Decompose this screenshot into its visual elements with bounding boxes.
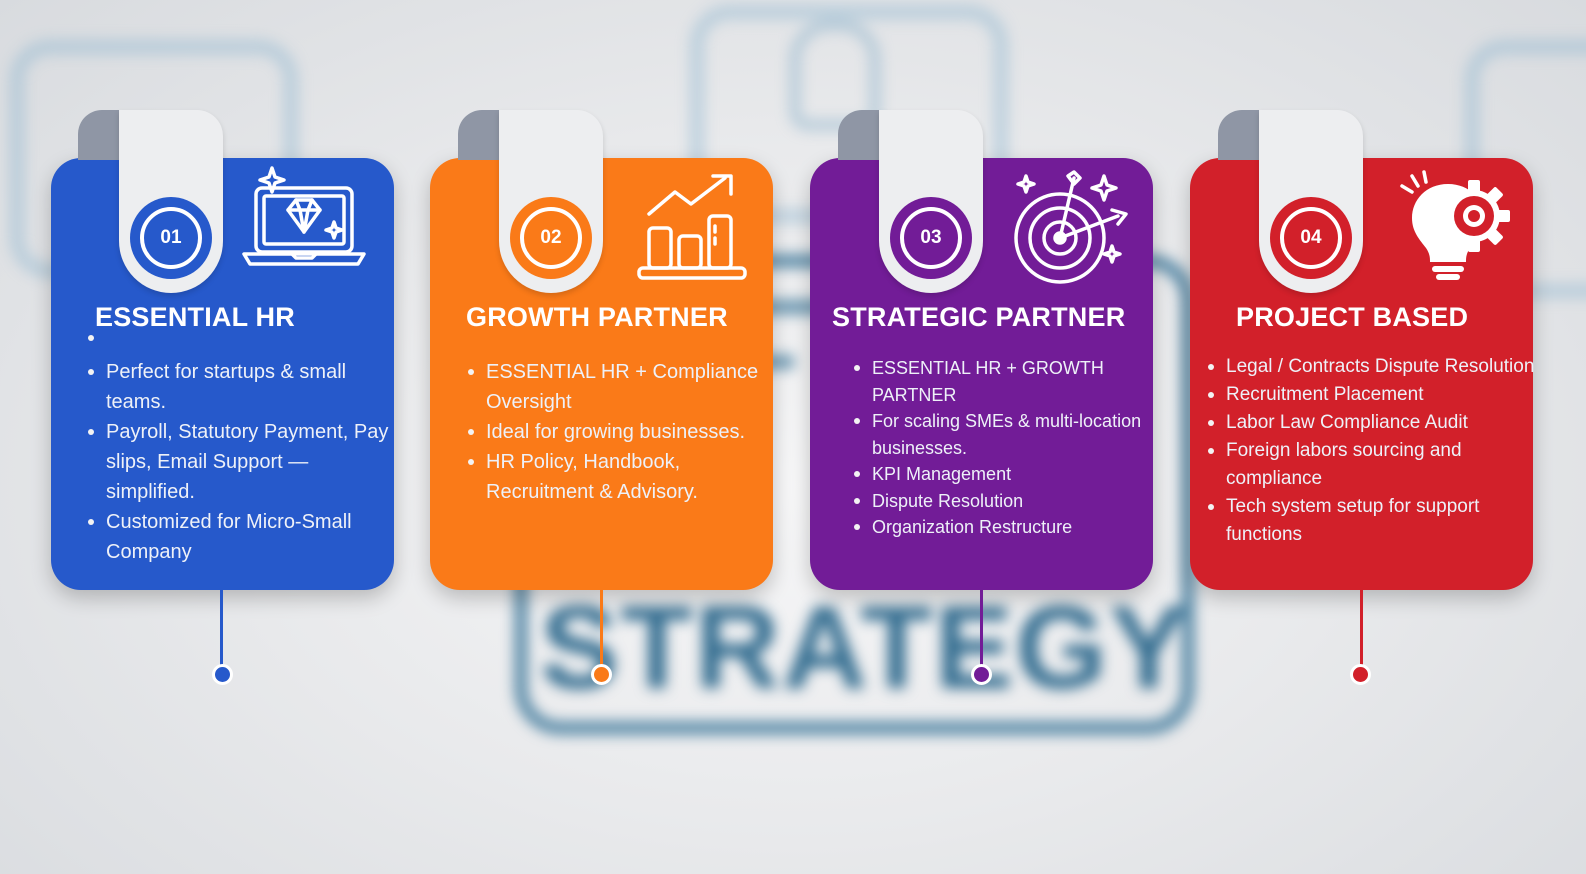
card-title: GROWTH PARTNER (466, 302, 728, 332)
card-title: PROJECT BASED (1236, 302, 1469, 332)
timeline-dot (971, 664, 992, 685)
target-arrows-icon (1014, 170, 1128, 284)
number-badge-label: 03 (900, 207, 962, 269)
laptop-diamond-icon (242, 166, 366, 266)
timeline-dot (212, 664, 233, 685)
list-item: ESSENTIAL HR + Compliance Oversight (468, 357, 766, 417)
list-item: Customized for Micro-Small Company (88, 507, 396, 567)
tab-fold (1218, 110, 1260, 160)
tab-fold (838, 110, 880, 160)
card-title: STRATEGIC PARTNER (832, 302, 1126, 332)
list-item: Payroll, Statutory Payment, Pay slips, E… (88, 417, 396, 507)
background-bulb-icon (790, 20, 880, 130)
list-item: Perfect for startups & small teams. (88, 357, 396, 417)
timeline-dot (1350, 664, 1371, 685)
feature-list: Perfect for startups & small teams. Payr… (86, 335, 396, 567)
number-badge-label: 02 (520, 207, 582, 269)
number-badge-label: 04 (1280, 207, 1342, 269)
number-badge: 02 (510, 197, 592, 279)
feature-list: ESSENTIAL HR + Compliance Oversight Idea… (466, 357, 766, 507)
lightbulb-gear-icon (1400, 170, 1510, 280)
list-item: KPI Management (854, 461, 1152, 488)
list-item: Legal / Contracts Dispute Resolution (1208, 353, 1546, 381)
list-item: Recruitment Placement (1208, 381, 1546, 409)
number-badge: 03 (890, 197, 972, 279)
list-item: Foreign labors sourcing and compliance (1208, 437, 1546, 493)
list-item: Ideal for growing businesses. (468, 417, 766, 447)
list-item: Dispute Resolution (854, 488, 1152, 515)
timeline-dot (591, 664, 612, 685)
list-item: Organization Restructure (854, 514, 1152, 541)
background-strategy-word: STRATEGY (540, 582, 1190, 714)
number-badge: 04 (1270, 197, 1352, 279)
list-item: Labor Law Compliance Audit (1208, 409, 1546, 437)
tab-fold (458, 110, 500, 160)
feature-list: ESSENTIAL HR + GROWTH PARTNER For scalin… (852, 355, 1152, 541)
number-badge: 01 (130, 197, 212, 279)
list-item: Tech system setup for support functions (1208, 493, 1546, 549)
list-item: ESSENTIAL HR + GROWTH PARTNER (854, 355, 1152, 408)
timeline-stem (1360, 590, 1363, 670)
timeline-stem (600, 590, 603, 670)
growth-chart-icon (637, 174, 747, 280)
number-badge-label: 01 (140, 207, 202, 269)
list-item: HR Policy, Handbook, Recruitment & Advis… (468, 447, 766, 507)
feature-list: Legal / Contracts Dispute Resolution Rec… (1206, 353, 1546, 549)
timeline-stem (220, 590, 223, 670)
tab-fold (78, 110, 120, 160)
card-title: ESSENTIAL HR (95, 302, 295, 332)
timeline-stem (980, 590, 983, 670)
list-item: For scaling SMEs & multi-location busine… (854, 408, 1152, 461)
